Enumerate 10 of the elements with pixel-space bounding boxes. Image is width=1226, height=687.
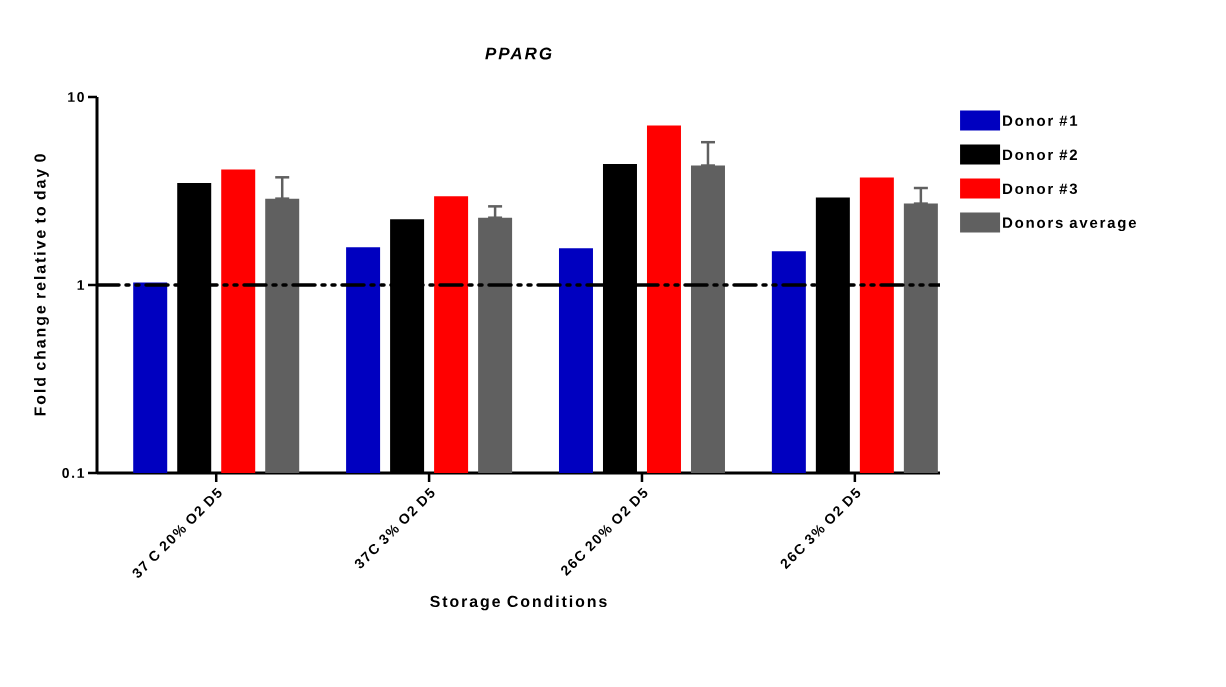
y-tick-label: 1	[77, 280, 85, 290]
y-tick-label: 10	[68, 92, 84, 102]
legend-label: Donor #1	[1003, 115, 1078, 127]
legend-label: Donors average	[1003, 217, 1136, 232]
x-axis-title: Storage Conditions	[430, 595, 607, 611]
y-tick-label: 0.1	[62, 468, 85, 478]
y-axis-title: Fold change relative to day 0	[33, 154, 49, 416]
legend-label: Donor #2	[1003, 149, 1077, 161]
legend-label: Donor #3	[1003, 183, 1078, 195]
chart-title: PPARG	[485, 47, 552, 60]
